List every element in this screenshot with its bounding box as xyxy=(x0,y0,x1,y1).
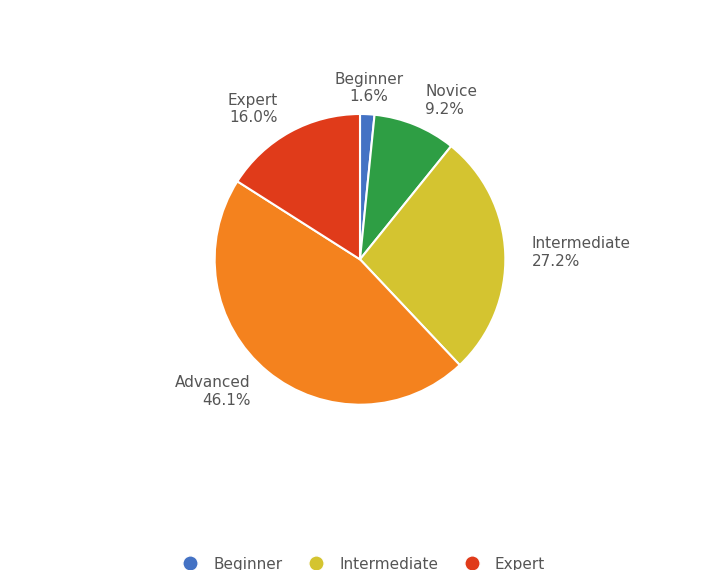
Wedge shape xyxy=(360,114,374,259)
Wedge shape xyxy=(360,115,451,259)
Legend: Beginner, Novice, Intermediate, Advanced, Expert: Beginner, Novice, Intermediate, Advanced… xyxy=(169,551,551,570)
Wedge shape xyxy=(360,146,505,365)
Wedge shape xyxy=(238,114,360,259)
Text: Novice
9.2%: Novice 9.2% xyxy=(425,84,477,117)
Text: Beginner
1.6%: Beginner 1.6% xyxy=(334,72,403,104)
Wedge shape xyxy=(215,181,460,405)
Text: Expert
16.0%: Expert 16.0% xyxy=(228,93,277,125)
Text: Advanced
46.1%: Advanced 46.1% xyxy=(175,376,251,408)
Text: Intermediate
27.2%: Intermediate 27.2% xyxy=(531,237,631,269)
